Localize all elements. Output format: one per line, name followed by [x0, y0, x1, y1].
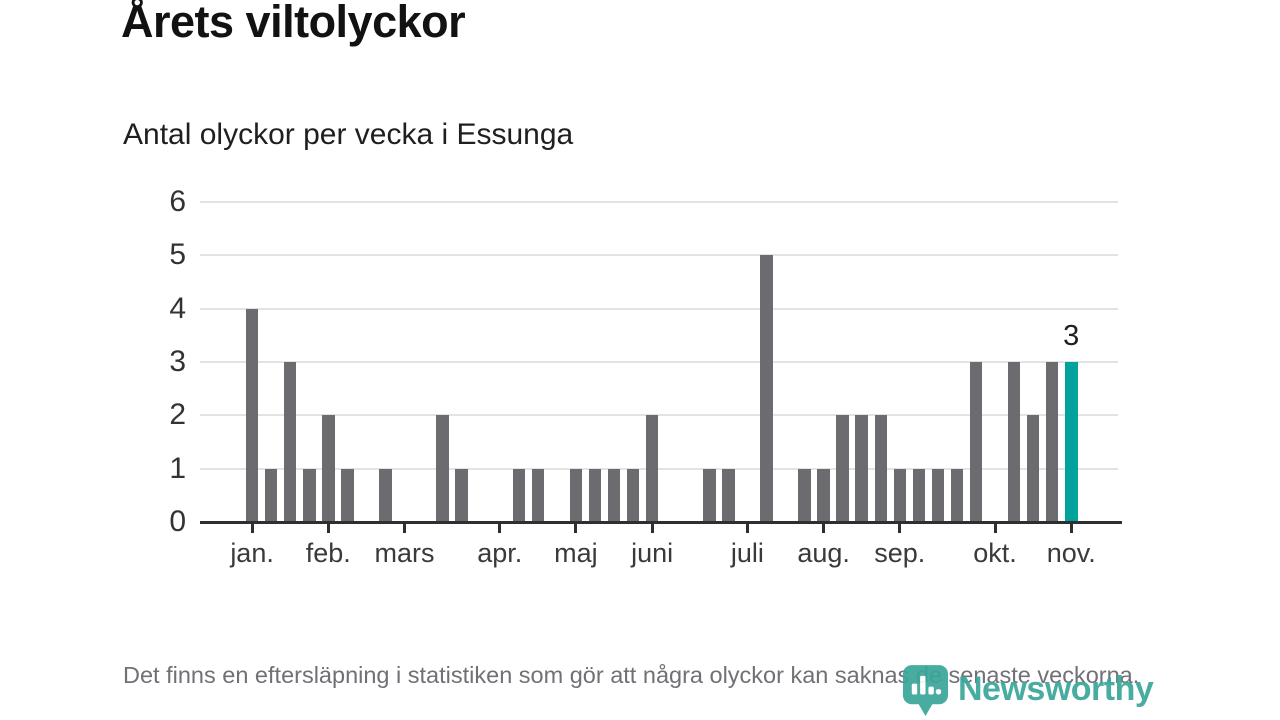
bar — [969, 362, 983, 522]
bar — [855, 415, 868, 522]
bar — [531, 468, 545, 522]
x-axis-tick — [250, 524, 254, 533]
newsworthy-logo-text: Newsworthy — [958, 670, 1154, 708]
bar — [1045, 362, 1059, 522]
bar — [722, 468, 735, 522]
bar — [1007, 362, 1021, 522]
gridline — [200, 307, 1118, 310]
bar — [760, 255, 773, 522]
bar — [322, 415, 335, 522]
x-axis-line — [200, 521, 1122, 524]
value-label: 3 — [1063, 320, 1080, 352]
gridline — [200, 414, 1118, 417]
bar — [817, 468, 830, 522]
page-title: Årets viltolyckor — [121, 0, 466, 47]
x-axis-tick — [650, 524, 654, 533]
x-axis-label: okt. — [973, 538, 1017, 568]
x-axis-label: aug. — [797, 538, 850, 568]
y-axis: 0 1 2 3 4 5 6 — [126, 185, 186, 538]
x-axis-tick — [326, 524, 330, 533]
bar — [436, 415, 449, 522]
x-axis-label: maj — [554, 538, 598, 568]
bar — [893, 468, 907, 522]
bar — [874, 415, 887, 522]
bar — [645, 415, 659, 522]
bar — [931, 468, 945, 522]
y-axis-label: 6 — [169, 185, 186, 218]
bar — [341, 468, 354, 522]
bar — [703, 468, 716, 522]
bar — [588, 468, 602, 522]
bar — [245, 308, 259, 522]
bar-chart-plot-area: 3 jan. feb. mars apr. maj juni juli aug. sep. okt… — [200, 201, 1122, 568]
bar — [264, 468, 278, 522]
bar — [512, 468, 526, 522]
gridline — [200, 254, 1118, 257]
x-axis-tick — [498, 524, 502, 533]
bar — [626, 468, 640, 522]
x-axis-label: apr. — [477, 538, 523, 568]
gridline — [200, 201, 1118, 203]
x-axis-tick — [574, 524, 578, 533]
x-axis-label: feb. — [305, 538, 351, 568]
bar — [455, 468, 468, 522]
bar — [836, 415, 849, 522]
x-axis-tick — [898, 524, 902, 533]
bar — [283, 362, 297, 522]
newsworthy-bubble-chart-icon — [902, 665, 949, 716]
x-axis-label: juli — [730, 538, 764, 568]
x-axis-label: juni — [631, 538, 674, 568]
bar — [912, 468, 926, 522]
gridline — [200, 361, 1118, 363]
y-axis-label: 3 — [169, 345, 186, 378]
chart-subtitle: Antal olyckor per vecka i Essunga — [123, 118, 574, 151]
newsworthy-logo: Newsworthy — [902, 664, 1154, 720]
y-axis-label: 4 — [169, 291, 186, 325]
y-axis-label: 2 — [169, 398, 186, 432]
bar — [569, 468, 583, 522]
x-axis-label: nov. — [1046, 538, 1096, 568]
bar — [607, 468, 621, 522]
bar — [1026, 415, 1040, 522]
x-axis-tick — [1069, 524, 1073, 533]
footer-note: Det finns en eftersläpning i statistiken… — [123, 662, 1140, 688]
gridline — [200, 467, 1118, 470]
bar — [379, 468, 392, 522]
x-axis-tick — [745, 524, 749, 533]
bar — [798, 468, 811, 522]
y-axis-label: 5 — [169, 238, 186, 272]
x-axis-tick — [993, 524, 997, 533]
x-axis-tick — [403, 524, 406, 533]
bar — [303, 468, 316, 522]
x-axis-label: mars — [374, 538, 435, 568]
bar — [950, 468, 964, 522]
x-axis-label: sep. — [874, 538, 926, 568]
y-axis-label: 0 — [169, 505, 186, 538]
y-axis-label: 1 — [169, 451, 186, 485]
x-axis-tick — [822, 524, 826, 533]
x-axis-label: jan. — [230, 538, 274, 568]
bar-highlighted — [1065, 362, 1078, 522]
